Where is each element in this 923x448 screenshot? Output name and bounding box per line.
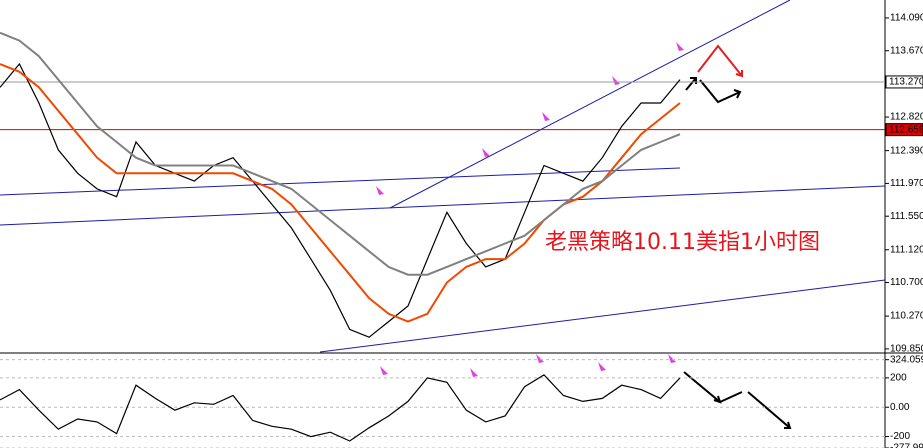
- price-label-box: [885, 75, 923, 89]
- series-line: [0, 374, 681, 442]
- y-tick-label: 114.090: [890, 13, 923, 24]
- price-label: 113.270: [889, 77, 923, 88]
- y-tick-label: -277.9999: [890, 443, 923, 448]
- arrows: [683, 44, 792, 429]
- y-tick-label: 112.820: [890, 112, 923, 123]
- y-tick-label: 110.700: [890, 277, 923, 288]
- y-tick-label: -200: [890, 431, 910, 442]
- signal-arrows: [376, 42, 684, 377]
- series-line: [0, 62, 681, 338]
- y-tick-label: 113.670: [890, 45, 923, 56]
- price-label-box: [885, 123, 923, 137]
- y-tick-label: 112.390: [890, 145, 923, 156]
- y-tick-label: 200: [890, 373, 907, 384]
- annotation: 老黑策略10.11美指1小时图: [545, 230, 820, 255]
- y-tick-label: 111.550: [890, 211, 923, 222]
- series-line: [0, 63, 681, 323]
- price-label: 112.659: [889, 124, 923, 135]
- y-tick-label: 110.270: [890, 311, 923, 322]
- y-tick-label: 0.00: [890, 402, 910, 413]
- y-tick-label: 111.120: [890, 244, 923, 255]
- trend-line: [389, 0, 791, 209]
- trend-line: [0, 185, 886, 226]
- y-tick-label: 324.0592: [890, 354, 923, 365]
- y-tick-label: 111.970: [890, 178, 923, 189]
- trend-line: [319, 279, 886, 353]
- y-tick-label: 109.850: [890, 344, 923, 355]
- series-line: [0, 31, 681, 276]
- trend-line: [0, 167, 681, 196]
